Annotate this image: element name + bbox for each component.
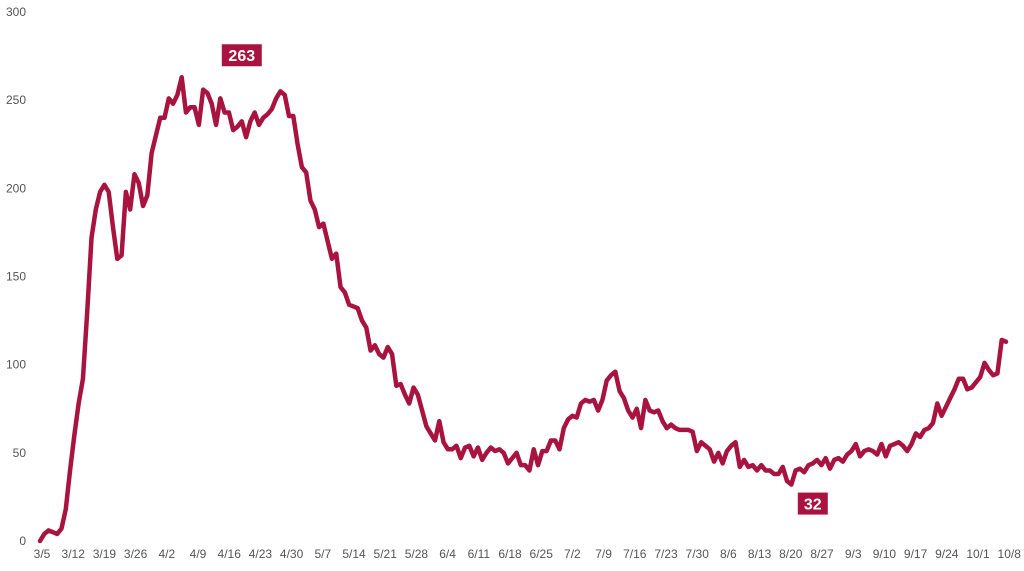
annotation-layer: 26332114 [221,44,828,515]
x-tick-label: 7/2 [564,547,581,561]
x-tick-label: 4/30 [280,547,304,561]
y-tick-label: 100 [6,358,26,372]
y-tick-label: 250 [6,93,26,107]
x-tick-label: 4/23 [249,547,273,561]
y-tick-label: 200 [6,181,26,195]
x-tick-label: 7/30 [686,547,710,561]
callout-box [221,44,262,67]
y-tick-label: 300 [6,5,26,19]
x-tick-label: 3/5 [34,547,51,561]
x-tick-label: 8/27 [810,547,834,561]
callout-box [797,492,828,515]
x-tick-label: 5/21 [374,547,398,561]
x-tick-label: 9/17 [904,547,928,561]
x-tick-label: 4/2 [158,547,175,561]
x-tick-label: 6/4 [439,547,456,561]
y-axis: 0 50 100 150 200 250 300 [6,5,26,548]
x-tick-label: 5/14 [342,547,366,561]
y-tick-label: 0 [19,534,26,548]
x-tick-label: 8/20 [779,547,803,561]
x-tick-label: 6/11 [468,547,491,561]
callout-32: 32 [797,492,828,515]
y-tick-label: 50 [13,446,27,460]
x-tick-label: 4/9 [190,547,207,561]
callout-label: 263 [228,48,255,65]
series-line [37,74,1009,544]
x-tick-label: 6/18 [498,547,522,561]
x-tick-label: 7/16 [623,547,647,561]
x-tick-label: 5/7 [314,547,331,561]
x-tick-label: 7/23 [654,547,678,561]
callout-263: 263 [221,44,262,67]
x-tick-label: 5/28 [405,547,429,561]
x-tick-label: 10/8 [998,547,1022,561]
x-tick-label: 9/10 [873,547,897,561]
x-tick-label: 8/13 [748,547,772,561]
x-tick-label: 8/6 [720,547,737,561]
x-tick-label: 3/12 [62,547,86,561]
x-tick-label: 3/26 [124,547,148,561]
callout-label: 32 [804,497,822,514]
x-tick-label: 9/24 [935,547,959,561]
x-tick-label: 7/9 [595,547,612,561]
x-tick-label: 6/25 [530,547,554,561]
x-tick-label: 9/3 [845,547,862,561]
y-tick-label: 150 [6,270,26,284]
x-tick-label: 3/19 [93,547,117,561]
x-tick-label: 10/1 [966,547,990,561]
x-tick-label: 4/16 [218,547,242,561]
x-axis: 3/5 3/12 3/19 3/26 4/2 4/9 4/16 4/23 4/30 5/7 5/14… [34,547,1022,561]
series-layer [37,74,1009,544]
